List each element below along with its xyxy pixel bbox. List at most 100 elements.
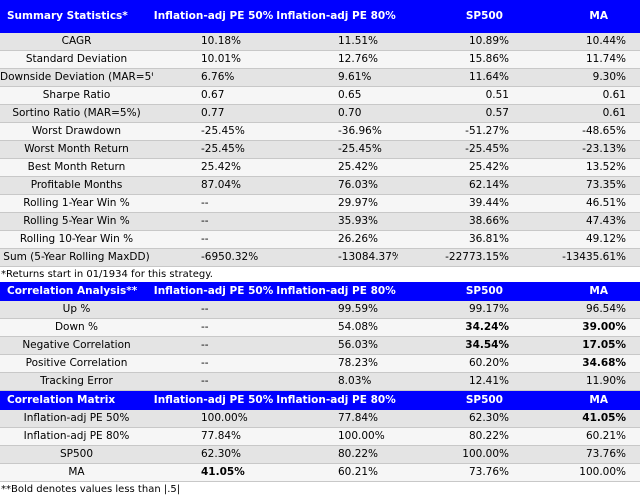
row-label: Negative Correlation xyxy=(0,337,153,355)
table-cell: -23.13% xyxy=(523,141,640,159)
table-cell: 77.84% xyxy=(274,410,398,428)
table-row: Worst Month Return-25.45%-25.45%-25.45%-… xyxy=(0,141,640,159)
table-cell: 10.89% xyxy=(398,33,523,51)
table-cell: 41.05% xyxy=(153,464,274,482)
table-cell: 8.03% xyxy=(274,373,398,391)
table-cell: 34.68% xyxy=(523,355,640,373)
table-cell: 34.54% xyxy=(398,337,523,355)
table-cell: 62.14% xyxy=(398,177,523,195)
table-cell: -22773.15% xyxy=(398,249,523,267)
table-cell: 96.54% xyxy=(523,301,640,319)
table-row: Downside Deviation (MAR=5%)6.76%9.61%11.… xyxy=(0,69,640,87)
table-cell: 9.30% xyxy=(523,69,640,87)
table-cell: 77.84% xyxy=(153,428,274,446)
row-label: Rolling 1-Year Win % xyxy=(0,195,153,213)
column-header: Inflation-adj PE 80% xyxy=(274,282,398,301)
table-cell: 12.41% xyxy=(398,373,523,391)
table-cell: 34.24% xyxy=(398,319,523,337)
table-cell: 25.42% xyxy=(274,159,398,177)
table-row: Inflation-adj PE 80%77.84%100.00%80.22%6… xyxy=(0,428,640,446)
table-row: Rolling 1-Year Win %--29.97%39.44%46.51% xyxy=(0,195,640,213)
table-row: Inflation-adj PE 50%100.00%77.84%62.30%4… xyxy=(0,410,640,428)
table-cell: -48.65% xyxy=(523,123,640,141)
table-cell: -- xyxy=(153,213,274,231)
table-cell: 11.90% xyxy=(523,373,640,391)
table-cell: -25.45% xyxy=(398,141,523,159)
footnote: **Bold denotes values less than |.5| xyxy=(0,482,640,497)
table-cell: 73.76% xyxy=(398,464,523,482)
table-row: Up %--99.59%99.17%96.54% xyxy=(0,301,640,319)
table-cell: 35.93% xyxy=(274,213,398,231)
row-label: CAGR xyxy=(0,33,153,51)
table-cell: 100.00% xyxy=(523,464,640,482)
table-cell: -25.45% xyxy=(153,141,274,159)
table-cell: 13.52% xyxy=(523,159,640,177)
table-cell: 49.12% xyxy=(523,231,640,249)
table-cell: 10.44% xyxy=(523,33,640,51)
column-header: Correlation Analysis** xyxy=(0,282,153,301)
table-cell: -13435.61% xyxy=(523,249,640,267)
column-header: MA xyxy=(523,282,640,301)
table-cell: 56.03% xyxy=(274,337,398,355)
table-cell: 0.57 xyxy=(398,105,523,123)
table-cell: 6.76% xyxy=(153,69,274,87)
column-header: SP500 xyxy=(398,282,523,301)
table-cell: 39.00% xyxy=(523,319,640,337)
table-cell: 100.00% xyxy=(153,410,274,428)
table-cell: 15.86% xyxy=(398,51,523,69)
table-cell: -- xyxy=(153,301,274,319)
row-label: Sharpe Ratio xyxy=(0,87,153,105)
table-row: Down %--54.08%34.24%39.00% xyxy=(0,319,640,337)
table-cell: -13084.37% xyxy=(274,249,398,267)
table-cell: 76.03% xyxy=(274,177,398,195)
row-label: Standard Deviation xyxy=(0,51,153,69)
table-row: Rolling 5-Year Win %--35.93%38.66%47.43% xyxy=(0,213,640,231)
table-cell: 0.77 xyxy=(153,105,274,123)
table-cell: -- xyxy=(153,373,274,391)
table-cell: -- xyxy=(153,319,274,337)
row-label: Down % xyxy=(0,319,153,337)
table-cell: -25.45% xyxy=(274,141,398,159)
table-cell: 17.05% xyxy=(523,337,640,355)
row-label: Rolling 10-Year Win % xyxy=(0,231,153,249)
table-cell: 99.17% xyxy=(398,301,523,319)
row-label: SP500 xyxy=(0,446,153,464)
table-cell: 62.30% xyxy=(153,446,274,464)
table-cell: 47.43% xyxy=(523,213,640,231)
table-row: Rolling 10-Year Win %--26.26%36.81%49.12… xyxy=(0,231,640,249)
table-cell: 60.20% xyxy=(398,355,523,373)
table-cell: -- xyxy=(153,355,274,373)
table-cell: -- xyxy=(153,231,274,249)
table-row: Negative Correlation--56.03%34.54%17.05% xyxy=(0,337,640,355)
row-label: Profitable Months xyxy=(0,177,153,195)
column-header: Inflation-adj PE 50% xyxy=(153,391,274,411)
row-label: Downside Deviation (MAR=5%) xyxy=(0,69,153,87)
table-cell: 46.51% xyxy=(523,195,640,213)
row-label: Sum (5-Year Rolling MaxDD) xyxy=(0,249,153,267)
table-cell: 11.51% xyxy=(274,33,398,51)
table-cell: 54.08% xyxy=(274,319,398,337)
table-cell: -- xyxy=(153,337,274,355)
row-label: Sortino Ratio (MAR=5%) xyxy=(0,105,153,123)
table-cell: 9.61% xyxy=(274,69,398,87)
table-cell: 41.05% xyxy=(523,410,640,428)
table-cell: -25.45% xyxy=(153,123,274,141)
table-cell: 10.01% xyxy=(153,51,274,69)
row-label: Inflation-adj PE 80% xyxy=(0,428,153,446)
table-cell: 39.44% xyxy=(398,195,523,213)
table-cell: 80.22% xyxy=(398,428,523,446)
table-cell: 60.21% xyxy=(523,428,640,446)
table-cell: 12.76% xyxy=(274,51,398,69)
table-cell: 10.18% xyxy=(153,33,274,51)
column-header: Correlation Matrix xyxy=(0,391,153,411)
table-cell: 73.76% xyxy=(523,446,640,464)
table-cell: 78.23% xyxy=(274,355,398,373)
summary-statistics-header: Summary Statistics*Inflation-adj PE 50%I… xyxy=(0,0,640,33)
row-label: Positive Correlation xyxy=(0,355,153,373)
